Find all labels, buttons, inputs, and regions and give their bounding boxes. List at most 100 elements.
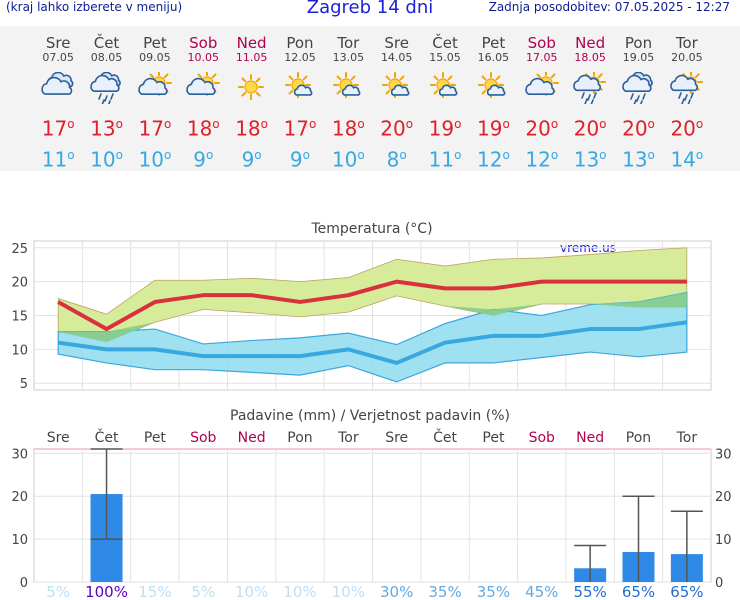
min-temperature: 10o (331, 147, 365, 172)
day-forecast: Sob 10.05 18o 9o (177, 26, 229, 171)
precipitation-error-bars (90, 448, 703, 582)
day-category-label: Ned (576, 430, 604, 446)
day-date: 11.05 (235, 51, 268, 64)
day-name: Pet (143, 34, 167, 52)
max-temperature: 17o (138, 116, 172, 141)
day-forecast: Tor 13.05 18o 10o (322, 26, 374, 172)
max-temperature: 20o (573, 116, 607, 141)
top-bar: (kraj lahko izberete v meniju) Zagreb 14… (0, 0, 740, 20)
min-temperature: 9o (289, 147, 310, 172)
min-temperature: 12o (525, 147, 559, 172)
day-date: 09.05 (139, 51, 171, 64)
y-tick-label-left: 30 (11, 447, 28, 462)
probability-label: 5% (191, 583, 215, 600)
day-forecast: Ned 18.05 20o 13o (564, 26, 616, 171)
probability-label: 10% (332, 583, 365, 600)
day-category-label: Čet (95, 428, 119, 446)
day-forecast: Pet 09.05 17o 10o (129, 26, 181, 171)
day-forecast: Sre 07.05 17o 11o (32, 26, 84, 171)
day-category-label: Čet (433, 428, 457, 446)
max-temperature: 19o (428, 116, 462, 141)
day-date: 18.05 (574, 51, 606, 64)
max-temperature: 18o (235, 116, 268, 141)
probability-label: 100% (85, 583, 128, 600)
partly-cloudy-icon (525, 72, 559, 96)
temperature-lines (57, 279, 688, 365)
y-tick-label-left: 0 (20, 576, 28, 591)
max-temperature: 20o (670, 116, 704, 141)
rain-cloud-icon (621, 72, 653, 104)
sun-rain-icon (670, 72, 703, 104)
rain-cloud-icon (89, 72, 121, 104)
min-temperature: 13o (573, 147, 607, 172)
day-forecast: Pon 12.05 17o 9o (274, 26, 326, 172)
day-forecast: Čet 15.05 19o 11o (419, 26, 471, 172)
precipitation-day-labels: Sre Čet Pet Sob Ned Pon Tor Sre Čet Pet Sob Ned Pon T… (47, 428, 698, 446)
day-name: Sre (45, 34, 71, 52)
probability-label: 35% (428, 583, 461, 600)
min-temperature: 13o (622, 147, 655, 172)
min-temperature: 14o (670, 147, 704, 172)
precipitation-probabilities: 5% 100% 15% 5% 10% 10% 10% 30% 35% 35% 45% 55% 65% 65… (46, 583, 703, 600)
y-tick-label: 20 (11, 276, 28, 291)
y-tick-label-left: 10 (11, 533, 28, 548)
precipitation-chart-title: Padavine (mm) / Verjetnost padavin (%) (230, 408, 510, 424)
day-category-label: Pet (144, 430, 167, 446)
day-forecast: Sob 17.05 20o 12o (516, 26, 568, 171)
day-name: Pet (481, 34, 506, 52)
day-date: 07.05 (42, 51, 74, 64)
max-temperature-line (57, 279, 687, 332)
day-date: 08.05 (90, 51, 123, 64)
day-category-label: Pon (287, 430, 312, 446)
y-tick-label-right: 20 (715, 490, 732, 505)
sun-rain-icon (573, 72, 607, 104)
day-category-label: Sre (47, 430, 70, 446)
y-tick-label: 5 (20, 377, 28, 392)
day-name: Čet (432, 34, 458, 52)
y-tick-label-left: 20 (11, 490, 28, 505)
probability-label: 5% (46, 583, 70, 600)
day-date: 12.05 (284, 51, 316, 64)
day-category-label: Pet (482, 430, 505, 446)
day-category-label: Tor (676, 430, 698, 446)
day-name: Ned (575, 34, 606, 52)
min-temperature: 9o (241, 147, 262, 172)
y-tick-label: 25 (11, 242, 28, 257)
probability-label: 45% (525, 583, 558, 600)
location-hint[interactable]: (kraj lahko izberete v meniju) (6, 0, 183, 14)
day-forecast: Pon 19.05 20o 13o (613, 26, 665, 171)
day-name: Pon (624, 34, 653, 52)
day-category-label: Sob (190, 430, 216, 446)
probability-label: 15% (138, 583, 171, 600)
day-name: Sre (384, 34, 409, 52)
sun-small-cloud-icon (478, 72, 506, 98)
max-temperature: 17o (41, 116, 75, 141)
day-date: 19.05 (622, 51, 655, 64)
partly-cloudy-icon (186, 72, 221, 96)
day-date: 10.05 (187, 51, 220, 64)
day-name: Sob (189, 34, 218, 52)
day-date: 20.05 (671, 51, 703, 64)
cloudy-icon (41, 72, 74, 95)
day-category-label: Tor (337, 430, 359, 446)
min-temperature: 10o (90, 147, 123, 172)
last-update-timestamp: Zadnja posodobitev: 07.05.2025 - 12:27 (488, 0, 730, 14)
day-category-label: Sob (529, 430, 555, 446)
min-temperature-line (57, 320, 688, 365)
precipitation-y-ticks: 0 0 10 10 20 20 30 30 (11, 447, 731, 591)
min-temperature: 11o (428, 147, 462, 172)
temperature-bands (57, 247, 688, 383)
y-tick-label-right: 10 (715, 533, 732, 548)
probability-label: 35% (477, 583, 510, 600)
sun-small-cloud-icon (381, 72, 410, 98)
max-temperature: 18o (186, 116, 220, 141)
probability-label: 10% (283, 583, 316, 600)
day-name: Tor (337, 34, 360, 52)
daily-forecast-strip: Sre 07.05 17o 11o Čet 08.05 13o 10o Pet 09.05 17o 1… (0, 26, 740, 171)
day-date: 14.05 (380, 51, 413, 64)
day-category-label: Sre (385, 430, 408, 446)
min-temperature-band (57, 291, 688, 383)
min-temperature: 9o (193, 147, 214, 172)
day-category-label: Pon (626, 430, 651, 446)
